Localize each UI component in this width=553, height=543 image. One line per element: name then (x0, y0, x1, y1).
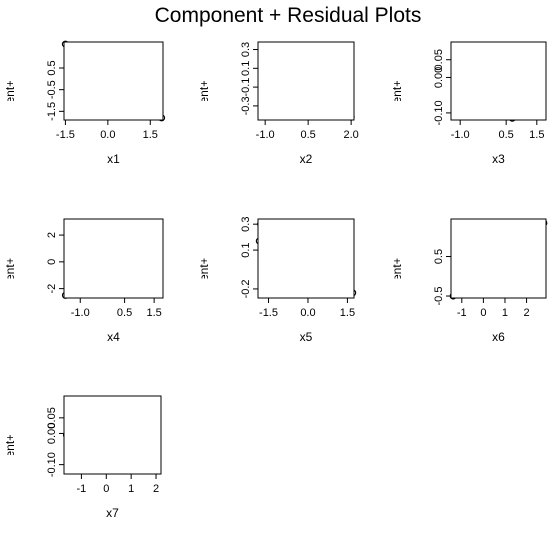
y-tick-label: 0.3 (240, 42, 252, 57)
y-tick-label: 2 (46, 232, 58, 238)
y-tick-label: 0.3 (240, 217, 252, 232)
panel-x6: -1 0 1 2 -0.5 0.5 x6 Component+Residual (390, 211, 548, 344)
x-tick-label: -1.0 (256, 129, 275, 141)
x-tick-label: -1.5 (259, 307, 278, 319)
y-axis-label: Component+Residual (3, 387, 17, 503)
x-tick-label: 0.5 (301, 129, 316, 141)
y-tick-label: -0.10 (433, 100, 445, 125)
panel-x3: -1.0 0.5 1.5 -0.10 0.000.05 x3 Component+Resid… (390, 33, 547, 166)
x-tick-label: 1.5 (146, 307, 161, 319)
x-axis-label: x7 (106, 506, 119, 520)
y-tick-label: -0.3 (240, 96, 252, 115)
plot-frame (63, 395, 162, 475)
x-tick-label: 0.5 (117, 307, 132, 319)
x-tick-label: 0 (103, 483, 109, 495)
x-tick-label: -1 (77, 483, 87, 495)
y-tick-label: 0.05 (46, 407, 58, 428)
x-axis-label: x6 (492, 330, 505, 344)
plot-frame (450, 41, 547, 121)
x-axis-label: x4 (107, 330, 120, 344)
x-tick-label: 1.5 (143, 129, 158, 141)
y-axis-label: Component+Residual (3, 211, 17, 327)
x-tick-label: 0.0 (100, 129, 115, 141)
x-tick-label: 1.5 (529, 129, 544, 141)
x-axis-label: x2 (300, 152, 313, 166)
figure-title: Component + Residual Plots (155, 4, 422, 27)
y-axis-label: Component+Residual (3, 33, 17, 149)
y-tick-label: 0.5 (433, 249, 445, 264)
panel-x4: -1.0 0.5 1.5 -2 0 2 x4 Component+Residual (3, 211, 164, 344)
plot-frame (450, 218, 547, 299)
y-axis-label: Component+Residual (390, 211, 404, 327)
plot-frame (63, 41, 164, 121)
y-axis-label: Component+Residual (390, 33, 404, 149)
y-tick-label: -0.2 (240, 279, 252, 298)
y-tick-label: -0.10 (46, 452, 58, 477)
panels-container: -1.5 0.0 1.5 -1.5 -0.5 0.5 x1 Component+Residua… (3, 33, 548, 520)
y-tick-label: 0.1 (240, 61, 252, 76)
x-tick-label: 0 (480, 307, 486, 319)
y-tick-label: 0.05 (433, 49, 445, 70)
panel-x7: -1 0 1 2 -0.10 0.000.05 x7 Component+Residual (3, 387, 162, 520)
x-tick-label: -1.5 (56, 129, 75, 141)
x-tick-label: 1 (128, 483, 134, 495)
x-tick-label: 2.0 (343, 129, 358, 141)
y-tick-label: 0.5 (46, 60, 58, 75)
y-tick-label: -0.5 (433, 287, 445, 306)
y-tick-label: 0.1 (240, 242, 252, 257)
x-tick-label: -1 (457, 307, 467, 319)
y-axis-label: Component+Residual (197, 211, 211, 327)
y-tick-label: 0 (46, 259, 58, 265)
x-tick-label: 1 (502, 307, 508, 319)
x-tick-label: 2 (153, 483, 159, 495)
x-tick-label: -1.0 (451, 129, 470, 141)
x-axis-label: x1 (107, 152, 120, 166)
y-tick-label: 0.00 (46, 423, 58, 444)
y-tick-label: -2 (46, 284, 58, 294)
y-tick-label: -0.1 (240, 78, 252, 97)
panel-x5: -1.5 0.0 1.5 -0.2 0.1 0.3 x5 Component+Residual (197, 211, 357, 344)
y-tick-label: -0.5 (46, 80, 58, 99)
y-tick-label: -1.5 (46, 102, 58, 121)
panel-x2: -1.0 0.5 2.0 -0.3-0.1 0.1 0.3 x2 Component+Resi… (197, 33, 359, 166)
x-axis-label: x5 (300, 330, 313, 344)
x-tick-label: -1.0 (71, 307, 90, 319)
plot-frame (257, 218, 355, 299)
plot-frame (257, 41, 355, 121)
x-tick-label: 1.5 (340, 307, 355, 319)
x-tick-label: 0.0 (300, 307, 315, 319)
x-tick-label: 0.5 (499, 129, 514, 141)
y-axis-label: Component+Residual (197, 33, 211, 149)
x-axis-label: x3 (492, 152, 505, 166)
panel-x1: -1.5 0.0 1.5 -1.5 -0.5 0.5 x1 Component+Residua… (3, 33, 166, 166)
x-tick-label: 2 (524, 307, 530, 319)
y-tick-label: 0.00 (433, 67, 445, 88)
plot-frame (63, 218, 164, 299)
